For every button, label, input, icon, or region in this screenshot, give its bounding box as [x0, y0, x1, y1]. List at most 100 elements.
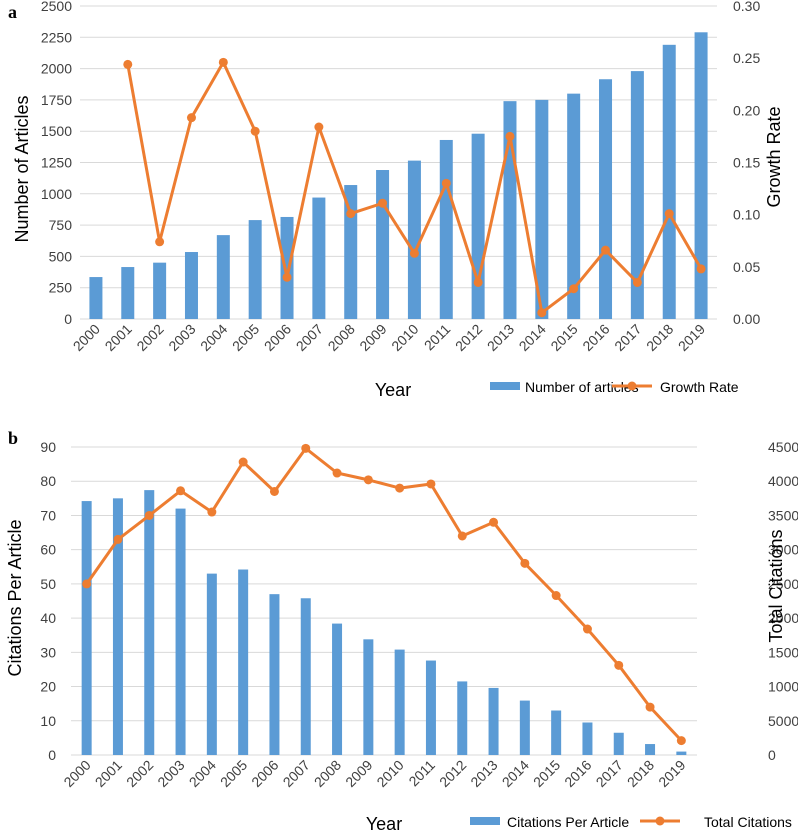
- panel-b-x-tick-label: 2009: [342, 757, 375, 790]
- panel-a-bar: [89, 277, 103, 319]
- panel-a-left-tick-label: 750: [49, 217, 73, 233]
- panel-b-chart: b 0 10 20 30 40 50 60 70 80 90 0 5000 10000 15000 20000…: [5, 428, 798, 833]
- panel-b-x-tick-label: 2014: [499, 757, 532, 790]
- panel-a-x-tick-label: 2001: [102, 321, 135, 354]
- panel-a-right-tick-label: 0.05: [733, 259, 760, 275]
- panel-b-legend-label: Citations Per Article: [507, 814, 629, 830]
- panel-b-bar: [300, 598, 311, 755]
- panel-b-bar: [363, 639, 374, 755]
- panel-b-left-tick-label: 70: [40, 507, 56, 523]
- panel-b-x-tick-label: 2000: [60, 757, 93, 790]
- panel-a-bar: [630, 71, 644, 319]
- panel-b-left-tick-label: 80: [40, 473, 56, 489]
- panel-b-line-marker: [144, 510, 154, 520]
- panel-b-line-marker: [332, 468, 342, 478]
- panel-a-left-tick-label: 1500: [41, 123, 72, 139]
- panel-b-line-marker: [363, 475, 373, 485]
- panel-b-x-tick-label: 2010: [373, 757, 406, 790]
- panel-b-right-tick-label: 40000: [768, 473, 798, 489]
- panel-b-x-tick-label: 2008: [311, 757, 344, 790]
- panel-a-bar: [694, 32, 708, 320]
- panel-a-line-marker: [664, 209, 674, 219]
- panel-b-bar: [206, 573, 217, 755]
- panel-b-line-marker: [645, 702, 655, 712]
- panel-a-legend-bar-swatch: [490, 382, 520, 390]
- panel-b-line-marker: [176, 486, 186, 496]
- panel-a-left-tick-label: 1250: [41, 155, 72, 171]
- panel-a-bar: [344, 185, 358, 319]
- panel-b-x-tick-label: 2017: [593, 757, 626, 790]
- panel-b-line-marker: [676, 736, 686, 746]
- panel-b-line-marker: [582, 624, 592, 634]
- panel-a-right-tick-label: 0.20: [733, 102, 760, 118]
- panel-a-line-marker: [250, 126, 260, 136]
- panel-a-bar: [439, 139, 453, 319]
- panel-a-legend-label: Number of articles: [525, 379, 639, 395]
- panel-a-legend-line-marker: [627, 381, 637, 391]
- panel-b-bar: [81, 501, 92, 755]
- panel-a-x-tick-label: 2006: [261, 321, 294, 354]
- panel-a-label: a: [8, 2, 17, 22]
- panel-a-chart: a 0 250 500 750 1000 1250 1500 1750 2000 2250 2500 0…: [8, 0, 784, 400]
- panel-b-bar: [269, 594, 280, 755]
- panel-b-bar: [112, 498, 123, 755]
- panel-a-line-marker: [441, 178, 451, 188]
- panel-b-bar: [551, 710, 562, 755]
- panel-b-left-tick-label: 90: [40, 439, 56, 455]
- panel-b-x-tick-label: 2002: [123, 757, 156, 790]
- panel-b-x-tick-label: 2006: [248, 757, 281, 790]
- panel-b-x-tick-label: 2018: [624, 757, 657, 790]
- panel-b-bar: [425, 660, 436, 755]
- panel-a-line-marker: [473, 277, 483, 287]
- panel-a-right-tick-label: 0.00: [733, 311, 760, 327]
- panel-b-right-tick-label: 20000: [768, 610, 798, 626]
- panel-a-x-tick-label: 2004: [197, 321, 230, 354]
- panel-b-x-axis-title: Year: [366, 814, 402, 833]
- panel-a-bar: [376, 170, 390, 319]
- panel-a-line-marker: [409, 248, 419, 258]
- panel-a-left-axis-title: Number of Articles: [12, 95, 32, 242]
- panel-b-x-tick-label: 2016: [561, 757, 594, 790]
- panel-a-line-marker: [505, 131, 515, 141]
- panel-b-right-tick-label: 10000: [768, 679, 798, 695]
- panel-b-left-tick-label: 20: [40, 679, 56, 695]
- panel-a-line-marker: [155, 237, 165, 247]
- panel-b-bar: [488, 687, 499, 755]
- panel-b-bar: [582, 722, 593, 755]
- panel-a-line-marker: [314, 122, 324, 132]
- panel-a-line-marker: [218, 57, 228, 67]
- panel-b-x-tick-label: 2011: [405, 757, 438, 790]
- panel-a-bar: [599, 79, 613, 319]
- panel-a-right-axis-title: Growth Rate: [764, 106, 784, 207]
- panel-a-bar: [121, 267, 135, 319]
- panel-b-right-tick-label: 15000: [768, 644, 798, 660]
- panel-a-bar: [248, 220, 262, 319]
- panel-b-line-marker: [238, 457, 248, 467]
- panel-b-x-tick-label: 2019: [655, 757, 688, 790]
- panel-a-bar: [280, 216, 294, 319]
- panel-a-bar: [153, 262, 167, 319]
- panel-b-line-marker: [113, 534, 123, 544]
- panel-a-left-tick-label: 250: [49, 280, 73, 296]
- panel-a-right-tick-label: 0.15: [733, 155, 760, 171]
- panel-b-x-tick-label: 2012: [436, 757, 469, 790]
- panel-b-line-marker: [269, 486, 279, 496]
- panel-a-left-tick-label: 500: [49, 248, 73, 264]
- panel-a-left-tick-label: 0: [64, 311, 72, 327]
- panel-a-left-tick-label: 2250: [41, 29, 72, 45]
- panel-b-x-tick-label: 2007: [280, 757, 313, 790]
- panel-b-bar: [238, 569, 249, 755]
- panel-a-x-tick-label: 2013: [484, 321, 517, 354]
- panel-a-x-tick-label: 2012: [452, 321, 485, 354]
- panel-b-line-marker: [395, 483, 405, 493]
- panel-b-line-marker: [301, 443, 311, 453]
- panel-b-right-tick-label: 5000: [768, 713, 798, 729]
- panel-a-x-tick-label: 2002: [133, 321, 166, 354]
- panel-b-right-tick-label: 45000: [768, 439, 798, 455]
- panel-a-legend-label: Growth Rate: [660, 379, 739, 395]
- panel-a-bar: [312, 197, 326, 319]
- panel-b-left-tick-label: 60: [40, 542, 56, 558]
- panel-a-x-axis-title: Year: [375, 380, 411, 400]
- panel-b-left-tick-label: 30: [40, 644, 56, 660]
